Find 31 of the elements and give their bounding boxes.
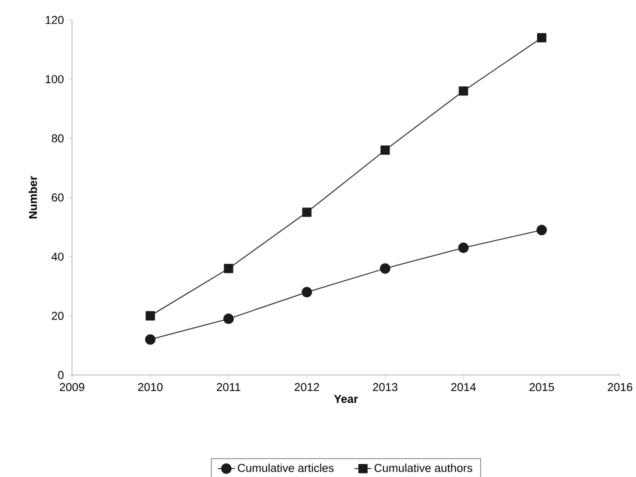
point (302, 286, 312, 298)
y-tick-label: 40 (52, 252, 64, 261)
x-axis-title: Year (334, 394, 358, 403)
y-tick-label: 80 (52, 134, 64, 142)
point (380, 146, 390, 155)
x-tick-label: 2010 (138, 383, 163, 392)
point (302, 208, 312, 217)
x-tick-label: 2013 (372, 383, 398, 392)
point (224, 264, 234, 274)
legend-label: Cumulative articles (238, 464, 334, 472)
x-tick-label: 2011 (216, 383, 240, 392)
x-tick-label: 2009 (60, 383, 84, 392)
point (223, 314, 234, 324)
point (537, 33, 546, 42)
x-tick-label: 2015 (530, 383, 554, 392)
point (458, 86, 468, 96)
point (536, 224, 547, 236)
y-tick-label: 20 (52, 312, 64, 320)
y-tick-label: 0 (58, 370, 64, 380)
x-tick-label: 2012 (294, 383, 320, 392)
legend-label: Cumulative authors (374, 464, 472, 472)
point (458, 242, 469, 254)
point (145, 334, 156, 345)
point (380, 263, 390, 274)
y-tick-label: 60 (52, 193, 64, 202)
point (146, 311, 155, 320)
y-tick-label: 120 (46, 16, 64, 24)
y-axis-title: Number (28, 176, 38, 218)
y-tick-label: 100 (46, 75, 64, 84)
x-tick-label: 2014 (451, 383, 476, 392)
x-tick-label: 2016 (608, 383, 632, 392)
